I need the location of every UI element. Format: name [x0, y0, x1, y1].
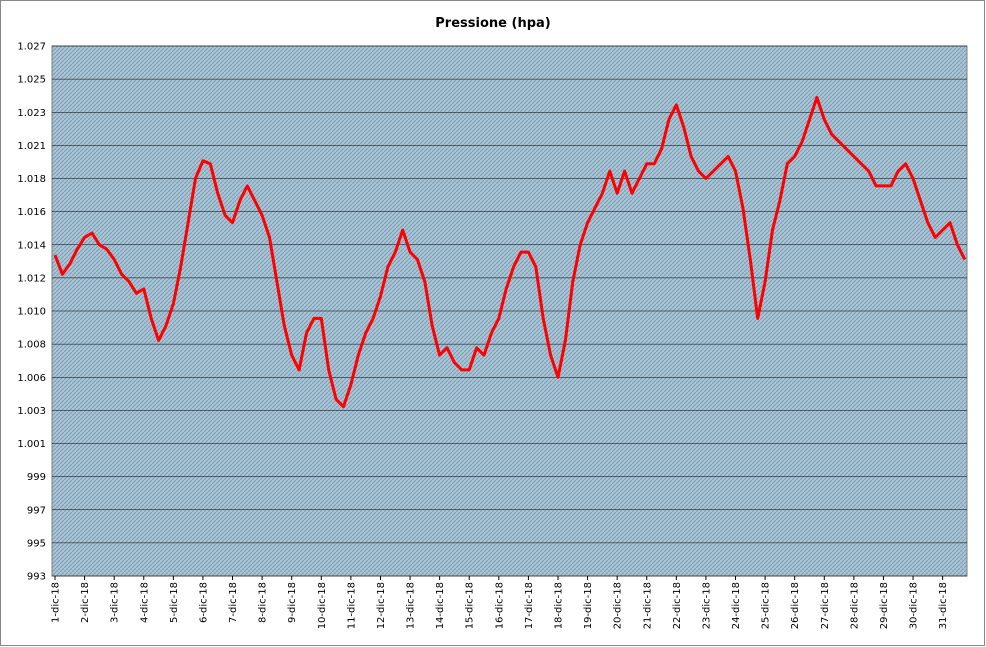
x-tick-label: 24-dic-18	[731, 582, 742, 629]
y-tick-label: 995	[27, 538, 46, 549]
y-tick-label: 1.006	[17, 373, 46, 384]
y-tick-label: 1.027	[17, 42, 46, 53]
x-tick-label: 30-dic-18	[909, 582, 920, 629]
y-tick-label: 1.018	[17, 174, 46, 185]
x-tick-label: 14-dic-18	[435, 582, 446, 629]
y-tick-label: 1.010	[17, 307, 46, 318]
y-tick-label: 1.025	[17, 75, 46, 86]
x-tick-label: 21-dic-18	[642, 582, 653, 629]
x-tick-label: 22-dic-18	[672, 582, 683, 629]
x-tick-label: 3-dic-18	[110, 582, 121, 623]
x-tick-label: 10-dic-18	[317, 582, 328, 629]
y-tick-label: 1.001	[17, 439, 46, 450]
y-tick-label: 993	[27, 572, 46, 583]
chart-title: Pressione (hpa)	[435, 16, 550, 31]
x-tick-label: 20-dic-18	[613, 582, 624, 629]
x-tick-label: 16-dic-18	[494, 582, 505, 629]
x-tick-label: 8-dic-18	[258, 582, 269, 623]
y-tick-label: 1.012	[17, 273, 46, 284]
y-tick-label: 1.003	[17, 406, 46, 417]
x-tick-label: 18-dic-18	[553, 582, 564, 629]
y-tick-label: 1.008	[17, 340, 46, 351]
x-tick-label: 9-dic-18	[287, 582, 298, 623]
x-tick-label: 5-dic-18	[169, 582, 180, 623]
x-tick-label: 28-dic-18	[849, 582, 860, 629]
x-tick-label: 26-dic-18	[790, 582, 801, 629]
x-tick-label: 11-dic-18	[346, 582, 357, 629]
x-tick-label: 7-dic-18	[228, 582, 239, 623]
x-tick-label: 1-dic-18	[51, 582, 62, 623]
x-tick-label: 17-dic-18	[524, 582, 535, 629]
x-tick-label: 2-dic-18	[80, 582, 91, 623]
x-tick-label: 29-dic-18	[879, 582, 890, 629]
x-tick-label: 23-dic-18	[701, 582, 712, 629]
x-tick-label: 27-dic-18	[820, 582, 831, 629]
x-tick-label: 19-dic-18	[583, 582, 594, 629]
y-tick-label: 997	[27, 505, 46, 516]
y-tick-label: 1.016	[17, 207, 46, 218]
x-tick-label: 31-dic-18	[938, 582, 949, 629]
y-tick-label: 999	[27, 472, 46, 483]
x-tick-label: 4-dic-18	[139, 582, 150, 623]
x-tick-label: 13-dic-18	[406, 582, 417, 629]
x-tick-label: 25-dic-18	[761, 582, 772, 629]
data-line	[53, 96, 967, 409]
x-tick-label: 12-dic-18	[376, 582, 387, 629]
x-tick-label: 6-dic-18	[198, 582, 209, 623]
x-tick-label: 15-dic-18	[465, 582, 476, 629]
y-tick-label: 1.021	[17, 141, 46, 152]
y-tick-label: 1.023	[17, 108, 46, 119]
y-tick-label: 1.014	[17, 240, 46, 251]
